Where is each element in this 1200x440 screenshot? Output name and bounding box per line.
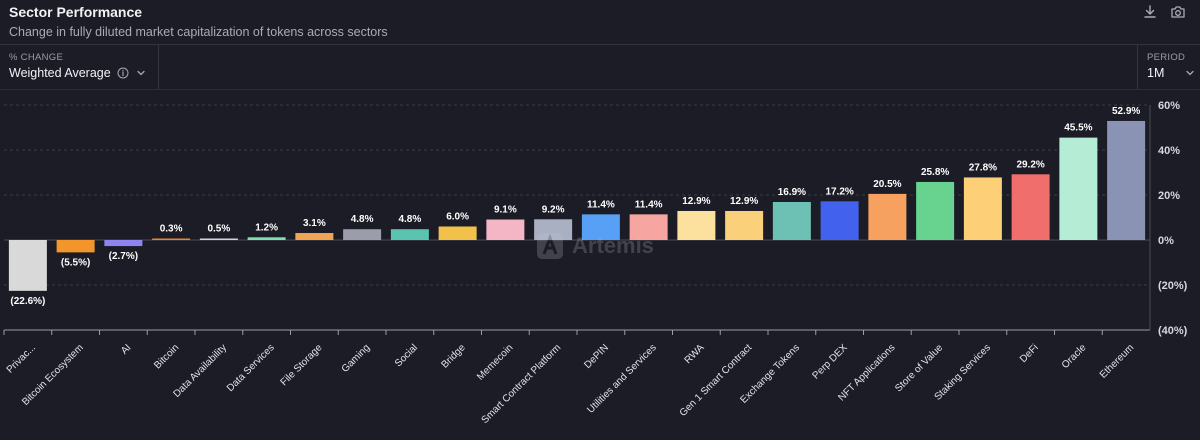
x-tick-label: Bridge	[440, 342, 469, 371]
chevron-down-icon[interactable]	[1184, 67, 1196, 79]
x-tick-label: File Storage	[279, 342, 325, 388]
bar	[8, 240, 47, 291]
data-label: (22.6%)	[10, 296, 45, 307]
chart-header: Sector Performance Change in fully dilut…	[9, 3, 388, 39]
watermark: Artemis	[536, 232, 654, 260]
data-label: 20.5%	[873, 179, 901, 190]
y-tick-label: 40%	[1158, 145, 1180, 157]
bar	[868, 193, 907, 240]
data-label: 45.5%	[1064, 123, 1092, 134]
download-icon[interactable]	[1142, 4, 1158, 20]
bar	[629, 214, 668, 240]
y-tick-label: (20%)	[1158, 280, 1188, 292]
x-tick-label: Perp DEX	[811, 342, 850, 381]
data-label: 9.2%	[542, 204, 565, 215]
x-tick-label: DeFi	[1018, 342, 1041, 365]
chart-subtitle: Change in fully diluted market capitaliz…	[9, 25, 388, 39]
y-tick-label: (40%)	[1158, 325, 1188, 337]
bar	[247, 237, 286, 240]
data-label: 4.8%	[351, 214, 374, 225]
period-selector[interactable]: PERIOD 1M	[1147, 52, 1196, 80]
bar	[199, 238, 238, 240]
data-label: 11.4%	[635, 199, 663, 210]
bar	[104, 240, 143, 247]
period-label: PERIOD	[1147, 52, 1186, 63]
bar	[390, 229, 429, 240]
bar	[486, 219, 525, 240]
data-label: (2.7%)	[109, 251, 138, 262]
data-label: 6.0%	[446, 212, 469, 223]
chart-controls: % CHANGE Weighted Average PERIOD 1M	[0, 45, 1200, 89]
bar	[438, 226, 477, 240]
data-label: 4.8%	[398, 214, 421, 225]
header-divider	[0, 44, 1200, 45]
data-label: 25.8%	[921, 167, 949, 178]
data-label: 11.4%	[587, 199, 615, 210]
data-label: 16.9%	[778, 187, 806, 198]
metric-label: % CHANGE	[9, 52, 64, 63]
bar	[1059, 137, 1098, 240]
bar	[820, 201, 859, 240]
info-icon[interactable]	[117, 67, 129, 79]
x-tick-label: Memecoin	[475, 342, 515, 382]
data-label: (5.5%)	[61, 257, 90, 268]
data-label: 0.5%	[207, 224, 230, 235]
controls-divider	[0, 89, 1200, 90]
bar	[1011, 174, 1050, 240]
data-label: 17.2%	[825, 186, 853, 197]
bar	[295, 233, 334, 240]
bar	[1107, 120, 1146, 240]
x-tick-label: Oracle	[1060, 342, 1089, 371]
y-tick-label: 20%	[1158, 190, 1180, 202]
header-actions	[1142, 4, 1186, 20]
data-label: 9.1%	[494, 205, 517, 216]
metric-selector[interactable]: % CHANGE Weighted Average	[9, 52, 147, 80]
chevron-down-icon[interactable]	[135, 67, 147, 79]
data-label: 27.8%	[969, 162, 997, 173]
x-tick-label: Privac...	[5, 342, 38, 375]
period-value: 1M	[1147, 66, 1165, 80]
bar	[152, 238, 191, 240]
x-tick-label: Social	[393, 342, 420, 369]
bar	[725, 210, 764, 240]
x-tick-label: RWA	[683, 342, 707, 366]
y-tick-label: 0%	[1158, 235, 1174, 247]
data-label: 52.9%	[1112, 106, 1140, 117]
data-label: 12.9%	[730, 196, 758, 207]
data-label: 12.9%	[682, 196, 710, 207]
data-label: 29.2%	[1016, 159, 1044, 170]
bar	[534, 219, 573, 240]
chart-title: Sector Performance	[9, 4, 143, 20]
artemis-logo-icon	[537, 233, 563, 259]
watermark-text: Artemis	[572, 233, 654, 258]
bar	[772, 201, 811, 240]
controls-divider-right	[1137, 45, 1138, 89]
x-tick-label: Store of Value	[893, 342, 945, 394]
x-tick-label: Gaming	[340, 342, 373, 375]
x-tick-label: Bitcoin	[152, 342, 181, 371]
data-label: 0.3%	[160, 224, 183, 235]
bar	[343, 229, 382, 240]
metric-value: Weighted Average	[9, 66, 111, 80]
data-label: 1.2%	[255, 222, 278, 233]
x-tick-label: Smart Contract Platform	[480, 342, 564, 426]
bar	[581, 214, 620, 240]
bar	[677, 210, 716, 240]
bar	[56, 240, 95, 253]
bar	[963, 177, 1002, 240]
x-tick-label: AI	[119, 342, 133, 356]
x-tick-label: DePIN	[582, 342, 611, 371]
controls-divider-left	[158, 45, 159, 89]
x-tick-label: Data Services	[225, 342, 277, 394]
camera-icon[interactable]	[1170, 4, 1186, 20]
bar	[916, 181, 955, 240]
y-tick-label: 60%	[1158, 100, 1180, 112]
x-tick-label: Ethereum	[1098, 342, 1136, 380]
data-label: 3.1%	[303, 218, 326, 229]
